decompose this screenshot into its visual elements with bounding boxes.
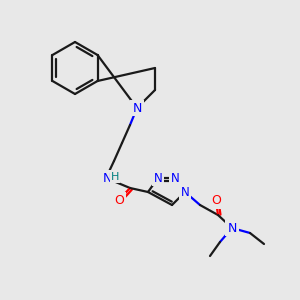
Text: O: O bbox=[114, 194, 124, 206]
Text: N: N bbox=[181, 185, 189, 199]
Text: H: H bbox=[111, 172, 119, 182]
Text: N: N bbox=[227, 221, 237, 235]
Text: N: N bbox=[132, 101, 142, 115]
Text: N: N bbox=[102, 172, 112, 184]
Text: N: N bbox=[154, 172, 162, 184]
Text: O: O bbox=[211, 194, 221, 208]
Text: N: N bbox=[171, 172, 179, 184]
